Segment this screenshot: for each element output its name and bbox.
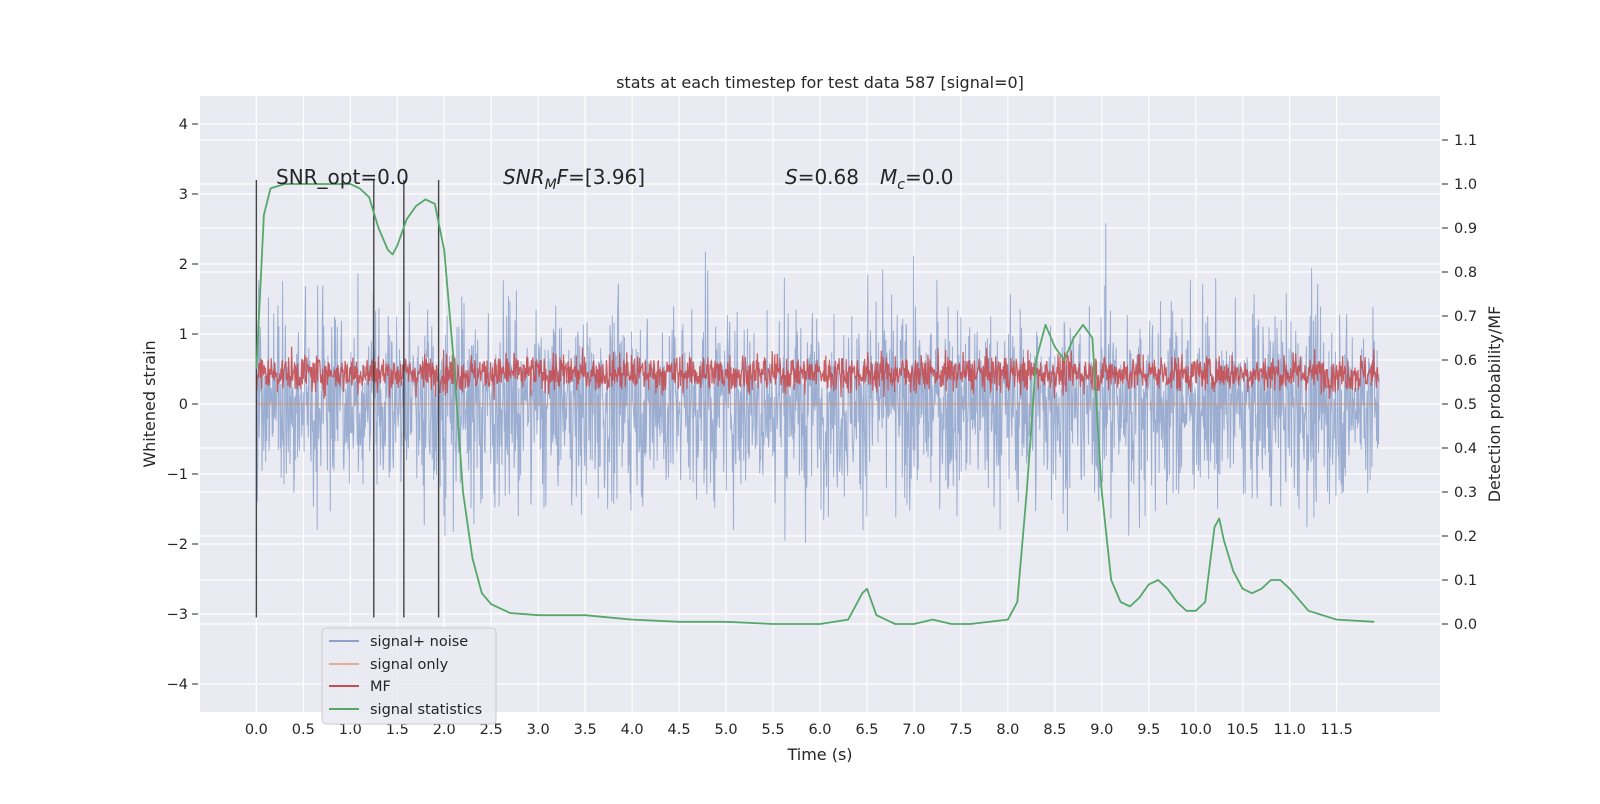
- chart-title: stats at each timestep for test data 587…: [616, 73, 1024, 92]
- y2-tick-label: 0.5: [1454, 397, 1477, 413]
- y2-tick-label: 0.4: [1454, 441, 1477, 457]
- y-tick-label: 4: [179, 117, 188, 133]
- x-axis-title: Time (s): [786, 745, 852, 764]
- x-tick-label: 0.0: [245, 722, 268, 738]
- y-tick-label: 3: [179, 187, 188, 203]
- series-mf: [255, 346, 1380, 400]
- x-tick-label: 9.5: [1137, 722, 1160, 738]
- annotation-s: S=0.68: [785, 165, 859, 189]
- annotation-snr-mf-var: F: [557, 165, 569, 189]
- annotation-mc: Mc=0.0: [880, 165, 954, 193]
- x-tick-label: 1.5: [386, 722, 409, 738]
- y2-tick-label: 0.3: [1454, 485, 1477, 501]
- y2-tick-label: 0.1: [1454, 573, 1477, 589]
- x-tick-label: 5.5: [761, 722, 784, 738]
- y2-axis-ticks: 0.0 0.1 0.2 0.3 0.4 0.5 0.6 0.7 0.8 0.9 1.0 1.1: [1442, 133, 1477, 633]
- x-tick-label: 4.0: [621, 722, 644, 738]
- y2-tick-label: 0.6: [1454, 353, 1477, 369]
- y-axis-ticks: −4 −3 −2 −1 0 1 2 3 4: [167, 117, 198, 693]
- y-tick-label: −3: [167, 607, 188, 623]
- legend-box: [321, 627, 497, 725]
- vertical-markers: [255, 180, 440, 618]
- annotation-snr-mf-name: SNR: [503, 165, 545, 189]
- x-tick-label: 7.0: [902, 722, 925, 738]
- annotation-mc-sub: c: [897, 177, 905, 193]
- y-tick-label: 2: [179, 257, 188, 273]
- y2-axis-title: Detection probability/MF: [1485, 306, 1504, 503]
- y-tick-label: −2: [167, 537, 188, 553]
- x-tick-label: 7.5: [949, 722, 972, 738]
- annotation-snr-mf-value: =[3.96]: [568, 165, 645, 189]
- y2-tick-label: 0.8: [1454, 265, 1477, 281]
- y-tick-label: 0: [179, 397, 188, 413]
- signal-statistics-line: [255, 183, 1375, 625]
- y2-tick-label: 1.1: [1454, 133, 1477, 149]
- y2-tick-label: 0.7: [1454, 309, 1477, 325]
- annotation-snr-mf: SNRMF=[3.96]: [503, 165, 645, 193]
- x-tick-label: 6.5: [855, 722, 878, 738]
- y-tick-label: 1: [179, 327, 188, 343]
- y2-tick-label: 0.2: [1454, 529, 1477, 545]
- annotation-mc-name: M: [880, 165, 897, 189]
- y2-tick-label: 1.0: [1454, 177, 1477, 193]
- annotation-s-value: =0.68: [798, 165, 859, 189]
- x-tick-label: 5.0: [715, 722, 738, 738]
- y-axis-title: Whitened strain: [140, 340, 159, 467]
- x-tick-label: 4.5: [668, 722, 691, 738]
- legend-label-signal-statistics: signal statistics: [370, 702, 482, 718]
- annotation-s-name: S: [785, 165, 798, 189]
- x-tick-label: 0.5: [292, 722, 315, 738]
- legend-label-mf: MF: [370, 679, 391, 695]
- y-tick-label: −4: [167, 677, 188, 693]
- legend-label-signal-plus-noise: signal+ noise: [370, 634, 468, 650]
- x-tick-label: 1.0: [339, 722, 362, 738]
- legend-label-signal-only: signal only: [370, 657, 449, 673]
- x-tick-label: 10.5: [1227, 722, 1259, 738]
- y2-tick-label: 0.0: [1454, 617, 1477, 633]
- x-tick-label: 11.0: [1274, 722, 1306, 738]
- x-tick-label: 2.0: [433, 722, 456, 738]
- x-tick-label: 8.5: [1043, 722, 1066, 738]
- x-tick-label: 10.0: [1180, 722, 1212, 738]
- x-axis-ticks: 0.0 0.5 1.0 1.5 2.0 2.5 3.0 3.5 4.0 4.5 5.0 5.5 6.0 6…: [245, 722, 1353, 738]
- x-tick-label: 2.5: [480, 722, 503, 738]
- x-tick-label: 9.0: [1090, 722, 1113, 738]
- series-signal-statistics: [255, 183, 1375, 625]
- mf-trace: [255, 346, 1380, 400]
- y2-tick-label: 0.9: [1454, 221, 1477, 237]
- x-tick-label: 6.0: [808, 722, 831, 738]
- annotation-snr-mf-sub: M: [545, 177, 557, 193]
- y-tick-label: −1: [167, 467, 188, 483]
- x-tick-label: 3.5: [574, 722, 597, 738]
- annotation-mc-value: =0.0: [905, 165, 954, 189]
- x-tick-label: 8.0: [996, 722, 1019, 738]
- annotation-snr-opt: SNR_opt=0.0: [276, 165, 409, 189]
- x-tick-label: 11.5: [1321, 722, 1353, 738]
- legend: signal+ noise signal only MF signal stat…: [321, 627, 497, 725]
- x-tick-label: 3.0: [527, 722, 550, 738]
